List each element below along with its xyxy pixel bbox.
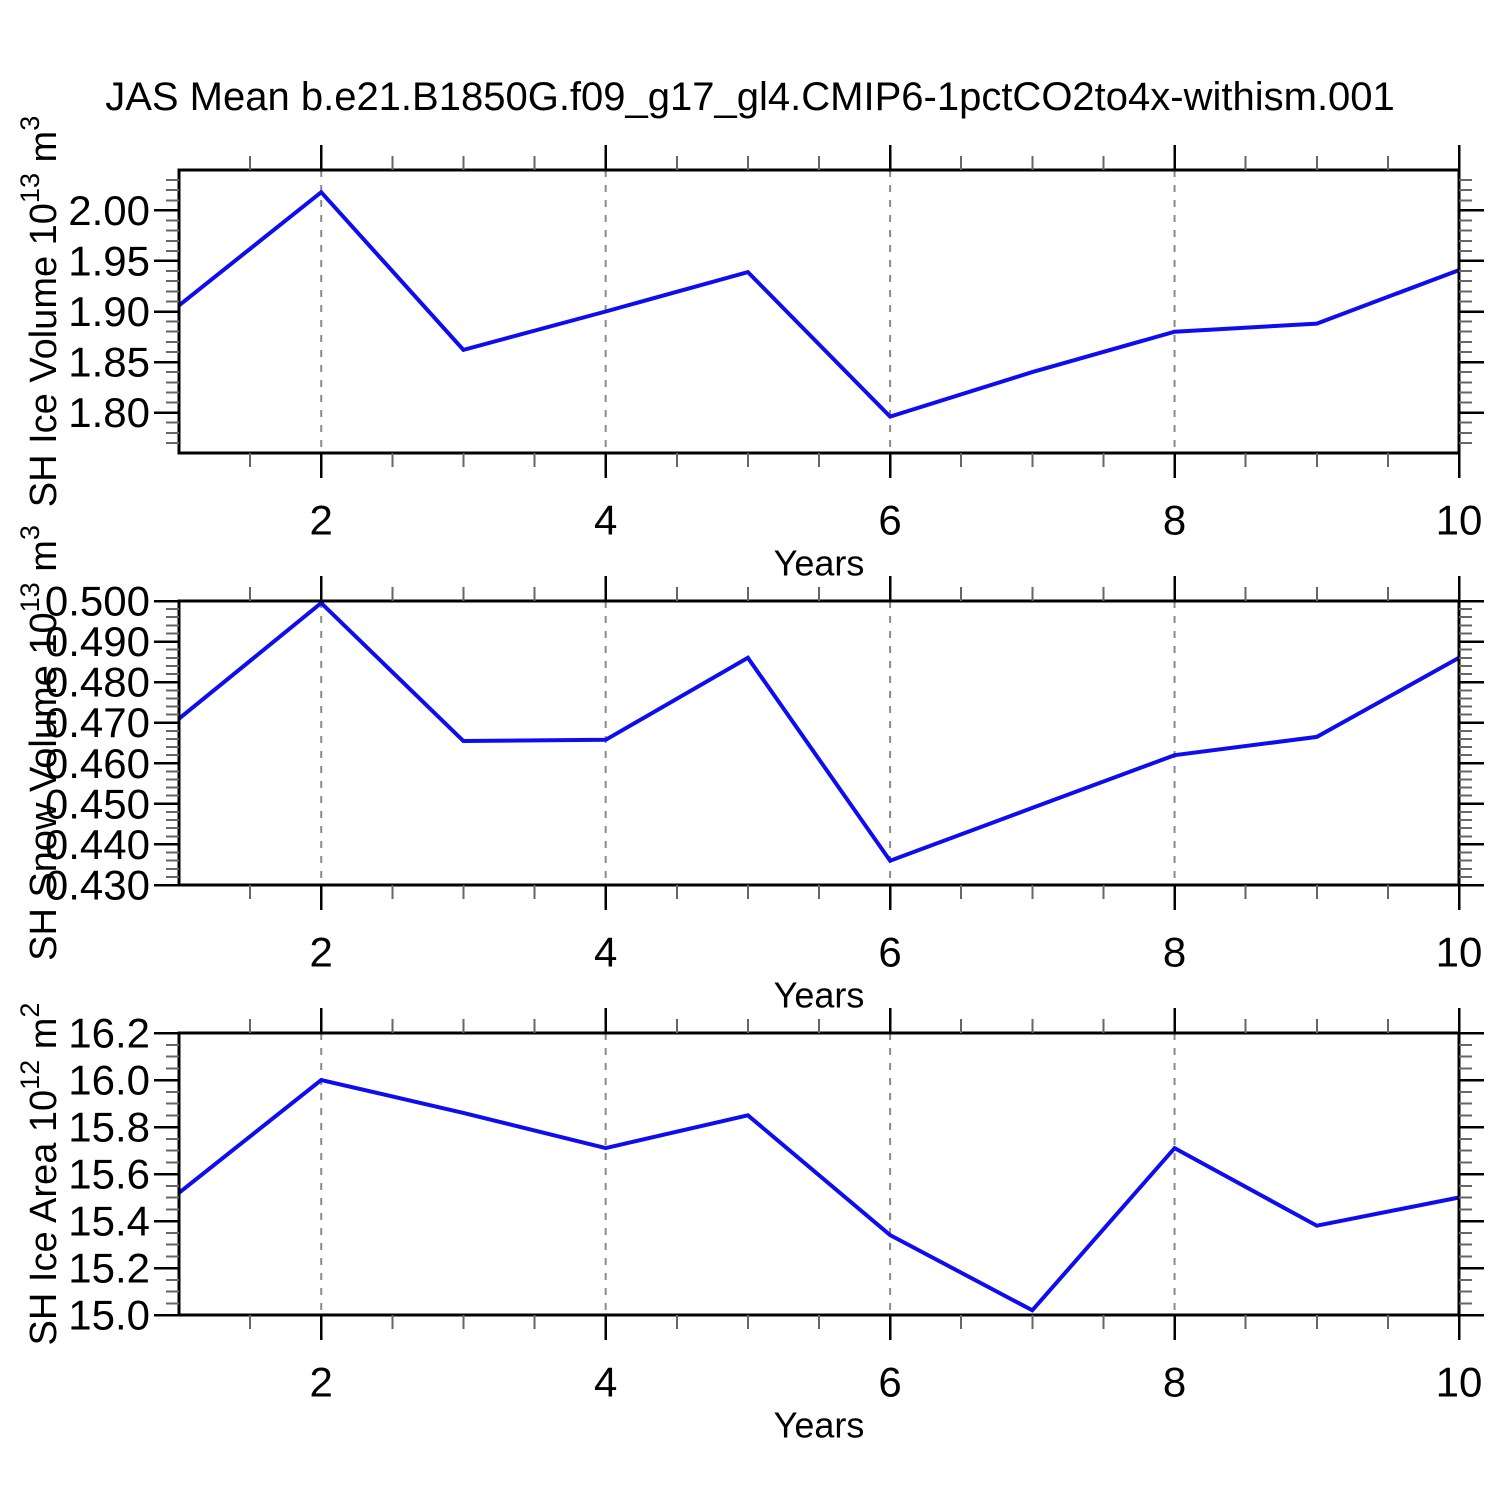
x-axis-label: Years xyxy=(774,975,865,1016)
ticks xyxy=(154,576,1484,910)
svg-text:10: 10 xyxy=(1436,1359,1483,1406)
svg-text:1.90: 1.90 xyxy=(68,288,150,335)
svg-text:0.470: 0.470 xyxy=(45,699,150,746)
ticks xyxy=(154,145,1484,478)
svg-text:10: 10 xyxy=(1436,929,1483,976)
panel-3: 15.015.215.415.615.816.016.2 2 4 6 8 10 Years S… xyxy=(15,1003,1484,1446)
x-tick-labels: 2 4 6 8 10 xyxy=(310,497,1483,544)
svg-text:16.2: 16.2 xyxy=(68,1010,150,1057)
svg-text:2.00: 2.00 xyxy=(68,187,150,234)
svg-text:0.430: 0.430 xyxy=(45,862,150,909)
gridlines xyxy=(320,601,1176,885)
svg-text:15.6: 15.6 xyxy=(68,1151,150,1198)
x-axis-label: Years xyxy=(774,543,865,584)
svg-text:6: 6 xyxy=(878,497,901,544)
series-line xyxy=(177,1077,1460,1313)
svg-text:6: 6 xyxy=(878,929,901,976)
svg-text:2: 2 xyxy=(310,497,333,544)
svg-text:4: 4 xyxy=(594,497,617,544)
x-axis-label: Years xyxy=(774,1405,865,1446)
svg-text:1.95: 1.95 xyxy=(68,237,150,284)
svg-text:2: 2 xyxy=(310,1359,333,1406)
svg-text:15.2: 15.2 xyxy=(68,1245,150,1292)
svg-text:8: 8 xyxy=(1163,929,1186,976)
svg-text:4: 4 xyxy=(594,929,617,976)
svg-text:8: 8 xyxy=(1163,497,1186,544)
panel-2: 0.4300.4400.4500.4600.4700.4800.4900.500… xyxy=(15,525,1484,1016)
plot-frame xyxy=(177,168,1461,455)
svg-text:0.480: 0.480 xyxy=(45,659,150,706)
svg-text:0.440: 0.440 xyxy=(45,821,150,868)
svg-text:10: 10 xyxy=(1436,497,1483,544)
y-axis-label: SH Ice Volume 1013 m3 xyxy=(15,116,65,507)
svg-text:4: 4 xyxy=(594,1359,617,1406)
svg-text:0.490: 0.490 xyxy=(45,618,150,665)
y-axis-label: SH Snow Volume 1013 m3 xyxy=(15,525,65,961)
svg-text:1.85: 1.85 xyxy=(68,339,150,386)
ticks xyxy=(154,1008,1484,1340)
svg-text:15.4: 15.4 xyxy=(68,1198,150,1245)
panel-1: 1.801.851.901.952.00 2 4 6 8 10 Years SH Ice Vo… xyxy=(15,116,1484,584)
gridlines xyxy=(320,170,1176,453)
y-tick-labels: 1.801.851.901.952.00 xyxy=(68,187,150,436)
svg-text:0.450: 0.450 xyxy=(45,780,150,827)
svg-text:15.0: 15.0 xyxy=(68,1292,150,1339)
series-line xyxy=(177,189,1460,419)
y-axis-label: SH Ice Area 1012 m2 xyxy=(15,1003,65,1346)
svg-text:0.460: 0.460 xyxy=(45,740,150,787)
svg-text:0.500: 0.500 xyxy=(45,578,150,625)
svg-text:6: 6 xyxy=(878,1359,901,1406)
svg-text:16.0: 16.0 xyxy=(68,1057,150,1104)
chart-title: JAS Mean b.e21.B1850G.f09_g17_gl4.CMIP6-… xyxy=(105,75,1395,119)
svg-text:2: 2 xyxy=(310,929,333,976)
x-tick-labels: 2 4 6 8 10 xyxy=(310,1359,1483,1406)
svg-text:15.8: 15.8 xyxy=(68,1104,150,1151)
series-line xyxy=(177,600,1460,864)
svg-text:1.80: 1.80 xyxy=(68,389,150,436)
gridlines xyxy=(320,1033,1176,1315)
y-tick-labels: 15.015.215.415.615.816.016.2 xyxy=(68,1010,150,1339)
x-tick-labels: 2 4 6 8 10 xyxy=(310,929,1483,976)
svg-text:8: 8 xyxy=(1163,1359,1186,1406)
